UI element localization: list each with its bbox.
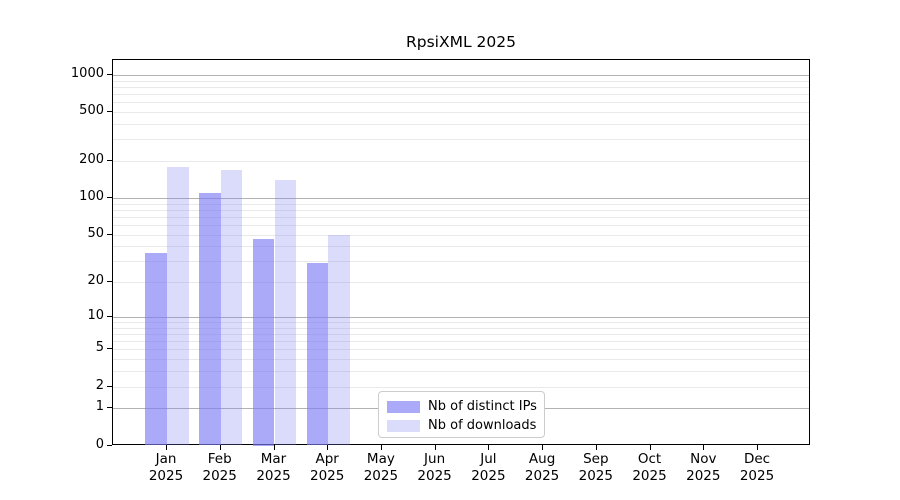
x-tick-label-oct: Oct 2025	[632, 451, 667, 484]
x-tick-label-aug: Aug 2025	[524, 451, 560, 484]
x-tick-label-jan: Jan 2025	[148, 451, 184, 484]
y-tick-label: 20	[87, 273, 104, 289]
x-tick-label-dec: Dec 2025	[739, 451, 775, 484]
x-tick	[219, 445, 221, 450]
gridline-minor	[113, 327, 809, 329]
gridline-minor	[113, 80, 809, 82]
gridline-minor	[113, 209, 809, 211]
y-tick-label: 1000	[70, 65, 104, 81]
y-tick	[107, 444, 112, 446]
x-tick-label-feb: Feb 2025	[202, 451, 237, 484]
bar-downloads-mar	[274, 180, 297, 446]
y-tick-label: 0	[95, 436, 104, 452]
y-tick	[107, 385, 112, 387]
y-tick	[107, 197, 112, 198]
y-tick	[107, 160, 112, 162]
y-tick-label: 5	[95, 340, 104, 356]
x-tick	[273, 445, 275, 450]
gridline-minor	[113, 124, 809, 125]
gridline-minor	[113, 322, 809, 323]
gridline-minor	[113, 349, 809, 351]
gridline-minor	[113, 203, 809, 205]
y-tick-label: 100	[79, 189, 104, 204]
gridline-minor	[113, 161, 809, 163]
bar-downloads-apr	[328, 234, 350, 446]
gridline-minor	[113, 225, 809, 226]
gridline-minor	[113, 359, 809, 361]
bar-distinct-ips-mar	[252, 239, 275, 446]
chart-title: RpsiXML 2025	[406, 33, 516, 51]
gridline-minor	[113, 246, 809, 248]
legend-row-downloads: Nb of downloads	[387, 416, 536, 435]
gridline-minor	[113, 94, 809, 96]
x-tick	[166, 445, 167, 450]
gridline-minor	[113, 386, 809, 388]
x-tick	[757, 445, 758, 450]
y-tick-label: 500	[79, 103, 104, 119]
x-tick-label-sep: Sep 2025	[578, 451, 613, 484]
gridline-minor	[113, 86, 809, 88]
gridline-minor	[113, 341, 809, 343]
x-tick	[649, 445, 651, 450]
x-tick-label-apr: Apr 2025	[310, 451, 345, 484]
y-tick-label: 50	[87, 225, 104, 241]
x-tick-label-jun: Jun 2025	[417, 451, 452, 484]
bar-distinct-ips-jan	[145, 253, 167, 446]
y-tick-label: 1	[95, 399, 104, 415]
y-tick	[107, 281, 112, 283]
x-tick-label-nov: Nov 2025	[686, 451, 721, 484]
y-tick	[107, 111, 112, 113]
legend-row-distinct-ips: Nb of distinct IPs	[387, 397, 537, 416]
bar-distinct-ips-feb	[199, 192, 221, 446]
legend: Nb of distinct IPs Nb of downloads	[378, 391, 545, 438]
y-tick-label: 10	[87, 307, 104, 323]
gridline-minor	[113, 282, 809, 284]
y-tick	[107, 348, 112, 350]
gridline-major	[113, 316, 809, 318]
y-tick-label: 2	[95, 377, 104, 393]
x-tick-label-may: May 2025	[363, 451, 399, 484]
bar-downloads-jan	[167, 166, 189, 446]
gridline-major	[113, 74, 809, 76]
y-tick-label: 200	[79, 152, 104, 168]
x-tick	[488, 445, 490, 450]
x-tick	[703, 445, 705, 450]
gridline-minor	[113, 261, 809, 263]
x-tick-label-jul: Jul 2025	[471, 451, 506, 484]
y-tick	[107, 315, 112, 317]
x-tick	[595, 445, 597, 450]
gridline-major	[113, 198, 809, 199]
legend-label-distinct-ips: Nb of distinct IPs	[428, 399, 537, 414]
x-tick	[327, 445, 329, 450]
gridline-minor	[113, 112, 809, 114]
legend-swatch-distinct-ips	[387, 400, 420, 413]
x-tick	[380, 445, 382, 450]
x-tick	[542, 445, 544, 450]
plot-area	[112, 59, 810, 446]
gridline-minor	[113, 102, 809, 104]
y-tick	[107, 233, 112, 235]
y-tick	[107, 73, 112, 75]
y-tick	[107, 407, 112, 409]
bar-downloads-feb	[220, 169, 243, 446]
x-tick	[434, 445, 436, 450]
gridline-minor	[113, 139, 809, 141]
gridline-minor	[113, 371, 809, 373]
bar-distinct-ips-apr	[306, 263, 329, 446]
gridline-minor	[113, 234, 809, 236]
legend-label-downloads: Nb of downloads	[428, 418, 537, 433]
gridline-minor	[113, 216, 809, 218]
x-tick-label-mar: Mar 2025	[256, 451, 291, 484]
gridline-minor	[113, 334, 809, 335]
legend-swatch-downloads	[387, 419, 420, 432]
